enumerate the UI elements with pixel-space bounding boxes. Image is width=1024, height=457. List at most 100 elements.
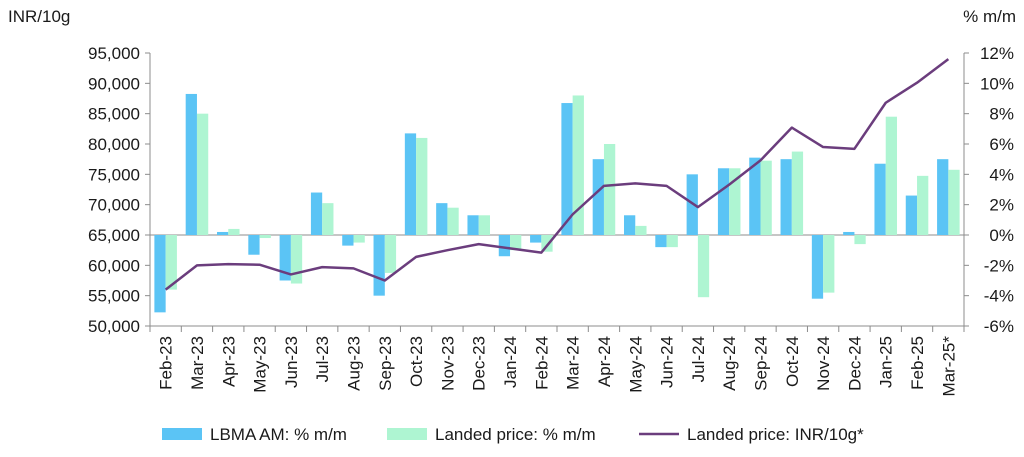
- x-axis-tick-label: Dec-24: [845, 336, 864, 391]
- bar: [216, 231, 229, 235]
- legend-label: LBMA AM: % m/m: [210, 425, 347, 444]
- bar: [791, 151, 804, 235]
- x-axis-tick-label: Jul-24: [689, 336, 708, 382]
- bar: [874, 163, 886, 235]
- bar: [384, 235, 397, 273]
- x-axis-tick-label: Apr-23: [219, 336, 238, 387]
- bar: [165, 235, 177, 290]
- bar: [917, 175, 929, 235]
- left-axis-tick-label: 70,000: [88, 196, 140, 215]
- right-axis-tick-label: 2%: [989, 196, 1014, 215]
- left-axis-tick-label: 85,000: [88, 105, 140, 124]
- bar: [530, 235, 542, 243]
- x-axis-tick-label: Mar-23: [188, 336, 207, 390]
- legend-swatch: [387, 428, 427, 440]
- bar: [447, 207, 459, 235]
- bar: [666, 235, 678, 248]
- bar: [561, 103, 573, 235]
- bar: [290, 235, 303, 284]
- x-axis-tick-label: Sep-23: [376, 336, 395, 391]
- bar: [196, 113, 209, 235]
- x-axis-tick-label: Mar-24: [564, 336, 583, 390]
- x-axis-tick-label: Apr-24: [595, 336, 614, 387]
- x-axis-tick-label: Dec-23: [470, 336, 489, 391]
- bar: [228, 228, 240, 235]
- bar: [697, 235, 710, 298]
- x-axis-tick-label: Jan-24: [501, 336, 520, 388]
- bar: [373, 235, 385, 296]
- legend-swatch: [162, 428, 202, 440]
- bar: [310, 192, 323, 235]
- right-axis-tick-label: 4%: [989, 165, 1014, 184]
- bar: [717, 168, 730, 235]
- x-axis-tick-label: Feb-23: [157, 336, 176, 390]
- bar: [948, 169, 960, 235]
- x-axis-tick-label: Jun-23: [282, 336, 301, 388]
- right-axis-unit-label: % m/m: [963, 7, 1016, 26]
- bar: [655, 235, 667, 248]
- x-axis-tick-label: Jul-23: [313, 336, 332, 382]
- bar: [780, 159, 792, 235]
- left-axis-tick-label: 75,000: [88, 165, 140, 184]
- bar: [885, 116, 898, 235]
- bar: [811, 235, 824, 299]
- plot-area: 50,000 55,000 60,000 65,000 70,000 75,000 80,0…: [88, 44, 1014, 396]
- x-axis-tick-label: Oct-23: [407, 336, 426, 387]
- bar: [353, 235, 365, 243]
- bar: [905, 195, 918, 235]
- x-axis-tick-label: Nov-24: [814, 336, 833, 391]
- x-axis-tick-label: Feb-25: [908, 336, 927, 390]
- bar: [749, 157, 761, 235]
- left-axis-tick-label: 65,000: [88, 226, 140, 245]
- x-axis-tick-label: Aug-24: [720, 336, 739, 391]
- legend: LBMA AM: % m/m Landed price: % m/m Landed …: [162, 425, 864, 444]
- left-axis-tick-label: 90,000: [88, 74, 140, 93]
- bar: [592, 159, 604, 235]
- bar: [623, 215, 636, 235]
- bar: [248, 235, 260, 255]
- right-axis-tick-label: -2%: [984, 256, 1014, 275]
- bar: [541, 235, 553, 252]
- bar: [510, 235, 522, 251]
- bar: [185, 93, 197, 235]
- bar: [478, 215, 491, 235]
- right-axis-tick-label: 8%: [989, 105, 1014, 124]
- x-axis-tick-label: Feb-24: [532, 336, 551, 390]
- left-axis-tick-label: 95,000: [88, 44, 140, 63]
- left-axis-tick-label: 55,000: [88, 287, 140, 306]
- x-axis-tick-label: Nov-23: [438, 336, 457, 391]
- bar: [498, 235, 511, 257]
- line-series: [164, 58, 950, 291]
- bar: [436, 203, 448, 235]
- bar: [572, 95, 584, 235]
- left-axis-tick-label: 50,000: [88, 317, 140, 336]
- bar: [635, 225, 647, 235]
- bar: [760, 160, 772, 235]
- bar-series-1: [165, 95, 960, 298]
- bar: [342, 235, 354, 246]
- right-axis-tick-label: 6%: [989, 135, 1014, 154]
- x-axis-tick-label: Sep-24: [752, 336, 771, 391]
- left-axis-tick-label: 80,000: [88, 135, 140, 154]
- bar: [416, 137, 428, 235]
- x-axis-tick-label: Oct-24: [783, 336, 802, 387]
- bar: [404, 133, 417, 235]
- right-axis-tick-label: -6%: [984, 317, 1014, 336]
- bar: [823, 235, 835, 293]
- bar: [937, 159, 949, 235]
- x-axis-tick-label: Aug-23: [345, 336, 364, 391]
- bar: [279, 235, 291, 281]
- x-axis-tick-label: Jan-25: [877, 336, 896, 388]
- bar: [729, 168, 741, 235]
- bar: [843, 231, 855, 235]
- right-axis-tick-label: -4%: [984, 287, 1014, 306]
- bar: [854, 235, 866, 245]
- bar: [467, 215, 479, 235]
- bar: [322, 203, 334, 235]
- legend-label: Landed price: % m/m: [435, 425, 596, 444]
- legend-label: Landed price: INR/10g*: [687, 425, 864, 444]
- x-axis-tick-label: May-24: [626, 336, 645, 393]
- bar: [259, 235, 271, 239]
